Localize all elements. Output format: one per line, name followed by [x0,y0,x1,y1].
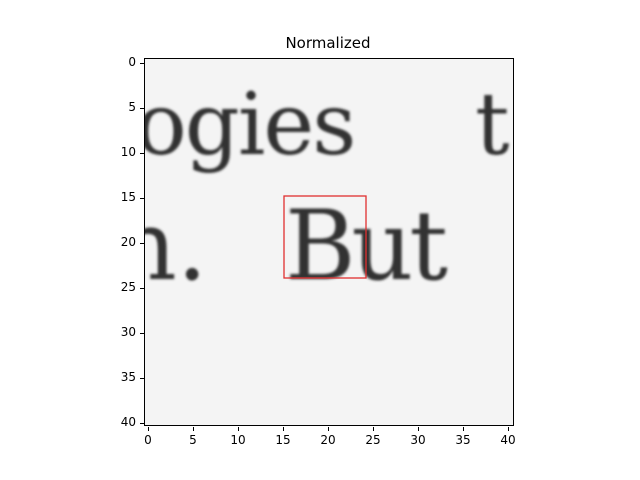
highlight-box [283,195,367,279]
y-tick [140,198,144,199]
x-tick-label: 10 [230,433,246,447]
x-tick [193,427,194,431]
y-tick-label: 0 [128,55,136,69]
line1-edge-text: t [475,75,510,175]
y-tick [140,63,144,64]
x-tick [238,427,239,431]
normalized-image: ogies t h. But [115,59,513,425]
y-tick [140,243,144,244]
x-tick-label: 30 [410,433,426,447]
y-tick [140,288,144,289]
x-tick-label: 0 [144,433,152,447]
line1-text: ogies [145,75,354,175]
x-tick [373,427,374,431]
y-tick-label: 30 [120,325,136,339]
y-tick [140,108,144,109]
y-tick-label: 10 [120,145,136,159]
line2-left-text: h. [145,190,207,302]
x-tick [328,427,329,431]
x-tick [283,427,284,431]
y-tick-label: 15 [120,190,136,204]
y-tick [140,423,144,424]
image-axes: ogies t h. But [115,58,514,426]
y-tick-label: 35 [120,370,136,384]
x-tick-label: 35 [455,433,471,447]
y-tick-label: 25 [120,280,136,294]
x-tick-label: 5 [189,433,197,447]
y-tick-label: 20 [120,235,136,249]
y-tick [140,378,144,379]
x-tick-label: 15 [275,433,291,447]
line2-right-text: But [285,190,447,302]
x-tick [418,427,419,431]
x-tick-label: 40 [500,433,516,447]
x-tick [463,427,464,431]
y-tick-label: 40 [120,415,136,429]
x-tick [508,427,509,431]
y-tick-label: 5 [128,100,136,114]
x-tick-label: 25 [365,433,381,447]
x-tick [148,427,149,431]
y-tick [140,153,144,154]
y-tick [140,333,144,334]
plot-title: Normalized [285,34,371,52]
x-tick-label: 20 [320,433,336,447]
